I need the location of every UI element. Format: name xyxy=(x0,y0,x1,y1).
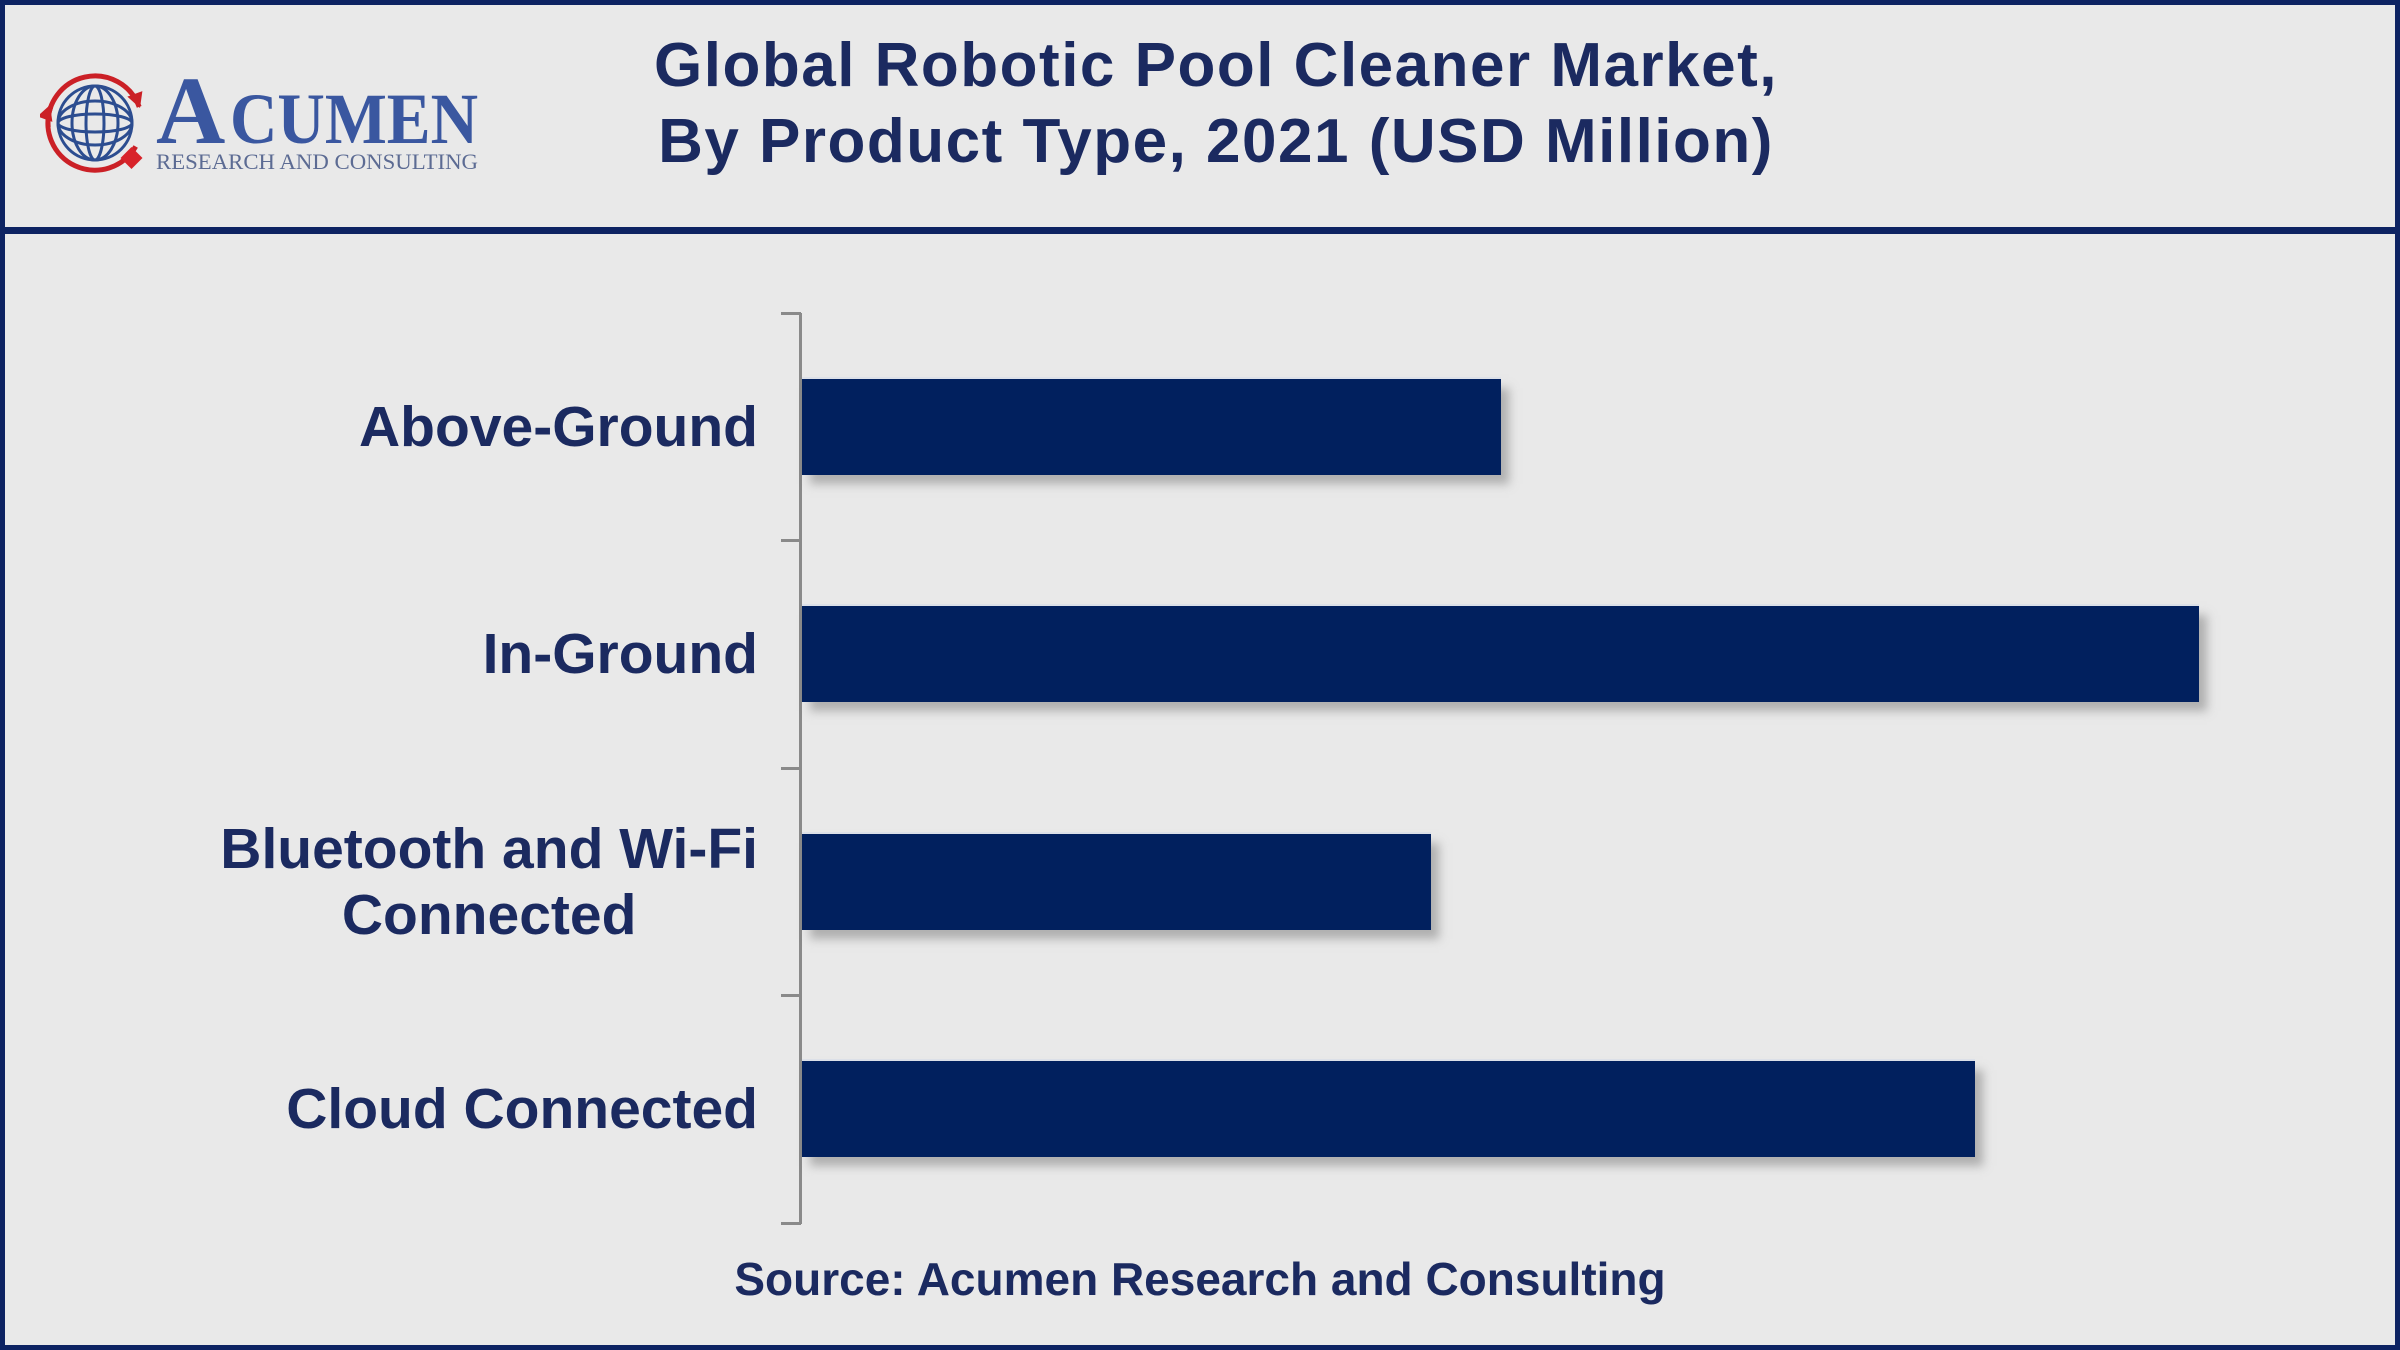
logo-tagline: RESEARCH AND CONSULTING xyxy=(156,149,478,174)
axis-tick xyxy=(781,311,801,315)
chart-title-line2: By Product Type, 2021 (USD Million) xyxy=(658,106,1774,176)
globe-icon xyxy=(56,84,134,162)
axis-tick xyxy=(781,1221,801,1225)
logo-brand-initial: A xyxy=(156,58,225,164)
axis-tick xyxy=(781,766,801,770)
axis-tick xyxy=(781,994,801,997)
category-label-text: Above-Ground xyxy=(359,394,758,459)
bar-above-ground xyxy=(802,378,1501,475)
source-note: Source: Acumen Research and Consulting xyxy=(734,1253,1666,1305)
chart-title-line1: Global Robotic Pool Cleaner Market, xyxy=(654,31,1778,100)
chart-title: Global Robotic Pool Cleaner Market, By P… xyxy=(32,28,2400,179)
category-label-above-ground: Above-Ground xyxy=(359,313,758,541)
category-label-cloud-connected: Cloud Connected xyxy=(286,996,758,1224)
acumen-logo: A CUMEN RESEARCH AND CONSULTING xyxy=(40,58,478,174)
category-label-text: Bluetooth and Wi-Fi Connected xyxy=(220,816,758,947)
logo-diamond-icon xyxy=(120,147,143,169)
header-divider xyxy=(0,227,2400,234)
bar-cloud-connected xyxy=(802,1061,1975,1158)
bar-in-ground xyxy=(802,606,2199,703)
logo-arrows-icon xyxy=(40,73,143,173)
axis-tick xyxy=(781,539,801,542)
logo-brand-rest: CUMEN xyxy=(230,79,478,159)
category-label-text: Cloud Connected xyxy=(286,1077,758,1142)
category-label-text: In-Ground xyxy=(482,622,758,687)
category-label-bluetooth-and-wi-fi-connected: Bluetooth and Wi-Fi Connected xyxy=(220,768,758,996)
category-label-in-ground: In-Ground xyxy=(483,541,758,769)
bar-bluetooth-and-wi-fi-connected xyxy=(802,833,1431,930)
